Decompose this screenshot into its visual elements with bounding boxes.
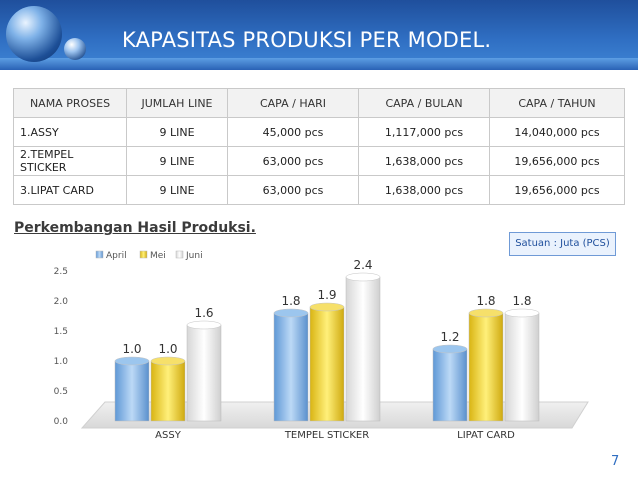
bar-value-label: 1.6 <box>194 306 213 320</box>
bar-cap <box>309 302 345 312</box>
legend-swatch <box>95 250 104 259</box>
bar-mei <box>150 360 186 422</box>
table-row: 2.TEMPEL STICKER 9 LINE 63,000 pcs 1,638… <box>13 146 625 176</box>
table-cell: 19,656,000 pcs <box>489 146 625 176</box>
table-cell: 3.LIPAT CARD <box>13 175 127 205</box>
bar-cap <box>150 356 186 366</box>
table-header-cell: NAMA PROSES <box>13 88 127 118</box>
table-cell: 9 LINE <box>126 146 228 176</box>
header-stripe <box>0 58 638 70</box>
section-title: Perkembangan Hasil Produksi. <box>14 220 256 236</box>
table-cell: 2.TEMPEL STICKER <box>13 146 127 176</box>
table-cell: 1,638,000 pcs <box>358 146 490 176</box>
table-row: 1.ASSY 9 LINE 45,000 pcs 1,117,000 pcs 1… <box>13 117 625 147</box>
bar-cap <box>345 272 381 282</box>
x-axis-categories: ASSY TEMPEL STICKER LIPAT CARD <box>155 430 515 441</box>
y-tick-label: 1.5 <box>54 327 68 337</box>
bar-juni <box>345 276 381 422</box>
bar-value-label: 1.2 <box>440 330 459 344</box>
y-tick-label: 2.5 <box>54 267 68 277</box>
y-tick-label: 2.0 <box>54 297 69 307</box>
table-header-cell: CAPA / BULAN <box>358 88 490 118</box>
table-cell: 1.ASSY <box>13 117 127 147</box>
bar-april <box>273 312 309 422</box>
bar-april <box>432 348 468 422</box>
globe-logo-icon <box>6 6 62 62</box>
table-cell: 1,117,000 pcs <box>358 117 490 147</box>
table-cell: 9 LINE <box>126 117 228 147</box>
page-number: 7 <box>611 454 620 469</box>
legend-swatch <box>175 250 184 259</box>
bar-juni <box>186 324 222 422</box>
page-title: KAPASITAS PRODUKSI PER MODEL. <box>122 28 492 52</box>
table-header-row: NAMA PROSES JUMLAH LINE CAPA / HARI CAPA… <box>13 88 625 118</box>
chart-bars <box>114 272 540 422</box>
bar-value-label: 1.8 <box>281 294 300 308</box>
legend-label: Juni <box>185 251 203 261</box>
bar-value-label: 1.0 <box>158 342 177 356</box>
table-cell: 9 LINE <box>126 175 228 205</box>
bar-cap <box>504 308 540 318</box>
bar-value-label: 1.8 <box>512 294 531 308</box>
category-label: LIPAT CARD <box>457 430 515 441</box>
bar-mei <box>468 312 504 422</box>
y-tick-label: 0.0 <box>54 417 69 427</box>
chart-value-labels: 1.0 1.0 1.6 1.8 1.9 2.4 1.2 1.8 1.8 <box>122 258 531 356</box>
bar-value-label: 1.8 <box>476 294 495 308</box>
y-tick-label: 0.5 <box>54 387 68 397</box>
header-bar: KAPASITAS PRODUKSI PER MODEL. <box>0 0 638 70</box>
production-bar-chart: 0.0 0.5 1.0 1.5 2.0 2.5 1.0 1.0 1.6 1.8 1.9 2.4 1.2… <box>54 250 589 441</box>
legend-swatch <box>139 250 148 259</box>
small-globe-icon <box>64 38 86 60</box>
y-tick-label: 1.0 <box>54 357 69 367</box>
bar-value-label: 1.0 <box>122 342 141 356</box>
bar-cap <box>468 308 504 318</box>
table-header-cell: CAPA / HARI <box>227 88 359 118</box>
bar-cap <box>114 356 150 366</box>
legend-label: Mei <box>150 251 166 261</box>
chart-legend: April Mei Juni <box>95 250 203 261</box>
y-axis-ticks: 0.0 0.5 1.0 1.5 2.0 2.5 <box>54 267 69 427</box>
table-row: 3.LIPAT CARD 9 LINE 63,000 pcs 1,638,000… <box>13 175 625 205</box>
table-cell: 14,040,000 pcs <box>489 117 625 147</box>
table-header-cell: JUMLAH LINE <box>126 88 228 118</box>
table-cell: 19,656,000 pcs <box>489 175 625 205</box>
bar-value-label: 2.4 <box>353 258 372 272</box>
table-cell: 63,000 pcs <box>227 175 359 205</box>
unit-note-badge: Satuan : Juta (PCS) <box>509 232 616 256</box>
legend-label: April <box>106 251 127 261</box>
category-label: ASSY <box>155 430 182 441</box>
production-capacity-table: NAMA PROSES JUMLAH LINE CAPA / HARI CAPA… <box>13 88 625 205</box>
bar-april <box>114 360 150 422</box>
table-header-cell: CAPA / TAHUN <box>489 88 625 118</box>
table-cell: 45,000 pcs <box>227 117 359 147</box>
bar-juni <box>504 312 540 422</box>
category-label: TEMPEL STICKER <box>284 430 369 441</box>
bar-cap <box>432 344 468 354</box>
table-cell: 63,000 pcs <box>227 146 359 176</box>
bar-mei <box>309 306 345 422</box>
table-cell: 1,638,000 pcs <box>358 175 490 205</box>
bar-value-label: 1.9 <box>317 288 336 302</box>
bar-cap <box>186 320 222 330</box>
bar-cap <box>273 308 309 318</box>
